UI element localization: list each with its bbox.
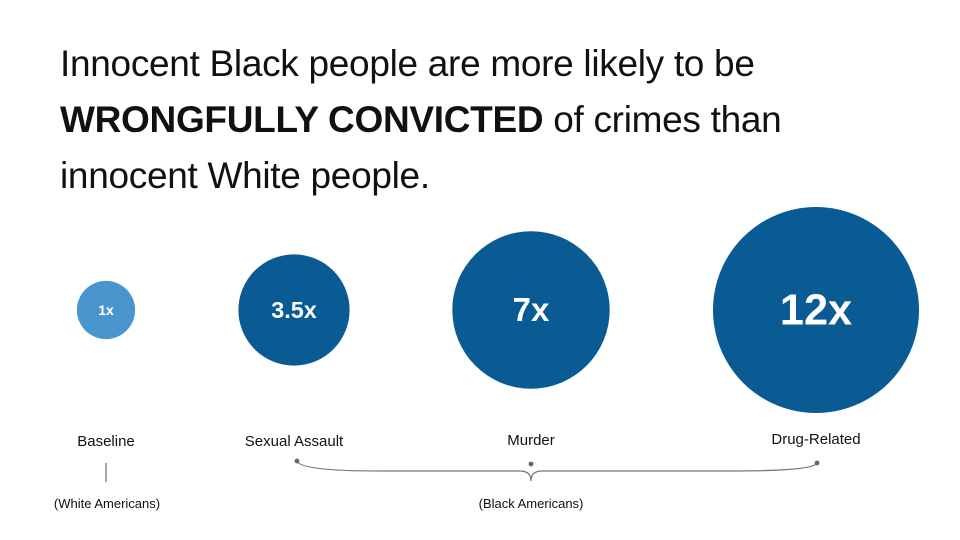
headline-emphasis: WRONGFULLY CONVICTED: [60, 99, 544, 140]
headline-line-1: Innocent Black people are more likely to…: [60, 43, 755, 84]
group-label-black-americans: (Black Americans): [479, 496, 584, 511]
bubble-baseline: [76, 280, 136, 340]
bubble-value-drug-related: 12x: [780, 287, 852, 335]
bubble-drug-related: [713, 207, 919, 413]
brace-dot-sexual-assault: [294, 458, 300, 464]
category-label-drug-related: Drug-Related: [771, 431, 860, 448]
bubble-murder: [452, 231, 610, 389]
bubble-value-baseline: 1x: [98, 302, 114, 318]
headline-line-3: innocent White people.: [60, 155, 430, 196]
category-label-sexual-assault: Sexual Assault: [245, 433, 344, 450]
bubble-sexual-assault: [238, 254, 350, 366]
group-label-white-americans: (White Americans): [54, 496, 160, 511]
black-americans-brace: [296, 460, 818, 482]
headline-line-2-rest: of crimes than: [543, 99, 782, 140]
category-label-murder: Murder: [507, 432, 555, 449]
headline: Innocent Black people are more likely to…: [60, 36, 920, 204]
brace-dot-drug-related: [814, 460, 820, 466]
category-label-baseline: Baseline: [77, 433, 135, 450]
group-connectors: [105, 458, 820, 482]
bubble-value-murder: 7x: [513, 291, 550, 328]
bubble-value-sexual-assault: 3.5x: [271, 297, 317, 323]
bubbles-layer: 1x 3.5x 7x 12x: [76, 207, 919, 413]
category-labels-layer: Baseline Sexual Assault Murder Drug-Related: [77, 431, 860, 450]
brace-dot-murder: [528, 461, 534, 467]
